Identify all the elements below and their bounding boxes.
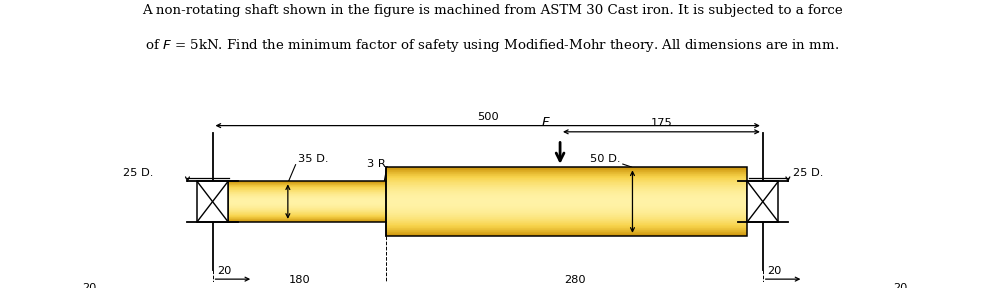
Text: $F$: $F$ [541,116,551,130]
Text: 20: 20 [83,283,97,288]
Text: 20: 20 [893,283,907,288]
Text: 175: 175 [650,118,673,128]
Bar [197,181,228,222]
Text: A non-rotating shaft shown in the figure is machined from ASTM 30 Cast iron. It : A non-rotating shaft shown in the figure… [142,4,843,17]
Text: 50 D.: 50 D. [590,154,621,164]
Text: 25 D.: 25 D. [123,168,154,178]
Text: 20: 20 [218,266,231,276]
Text: 500: 500 [477,112,498,122]
Text: 20: 20 [767,266,782,276]
Text: 3 R.: 3 R. [367,159,389,169]
Text: 180: 180 [289,275,310,285]
Text: 280: 280 [563,275,585,285]
Text: 35 D.: 35 D. [297,154,328,164]
Bar [386,168,748,236]
Bar [228,181,386,222]
Text: of $F$ = 5kN. Find the minimum factor of safety using Modified-Mohr theory. All : of $F$ = 5kN. Find the minimum factor of… [146,37,839,54]
Text: 25 D.: 25 D. [793,168,823,178]
Bar [748,181,778,222]
